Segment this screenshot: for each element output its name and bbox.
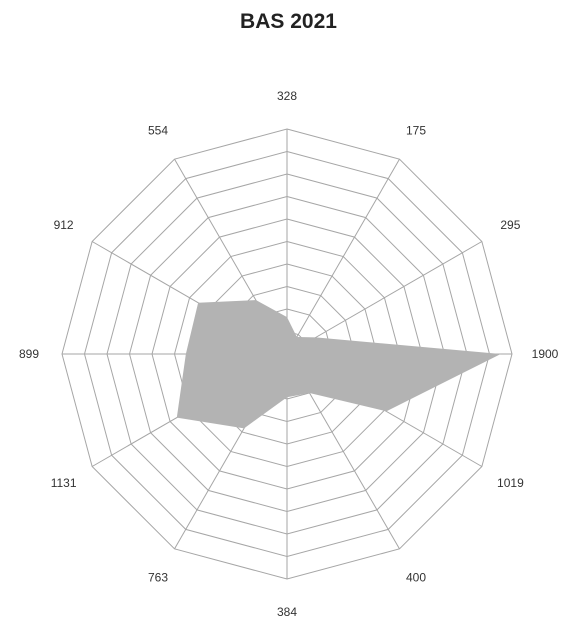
category-label: 1131 [51, 476, 77, 490]
category-label: 899 [19, 347, 39, 361]
chart-title: BAS 2021 [240, 10, 337, 33]
grid-spoke [286, 158, 400, 355]
category-label: 912 [54, 218, 74, 232]
series-area [176, 300, 501, 429]
category-labels: 328 175 295 1900 1019 400 384 763 1131 899 912 554 [19, 89, 559, 619]
category-label: 295 [500, 218, 520, 232]
category-label: 554 [148, 124, 168, 138]
category-label: 175 [406, 124, 426, 138]
category-label: 328 [277, 89, 297, 103]
category-label: 400 [406, 570, 426, 584]
radar-series [176, 300, 501, 429]
grid-spoke [286, 241, 483, 355]
category-label: 763 [148, 570, 168, 584]
category-label: 1900 [532, 347, 559, 361]
category-label: 1019 [497, 476, 524, 490]
category-label: 384 [277, 605, 297, 619]
